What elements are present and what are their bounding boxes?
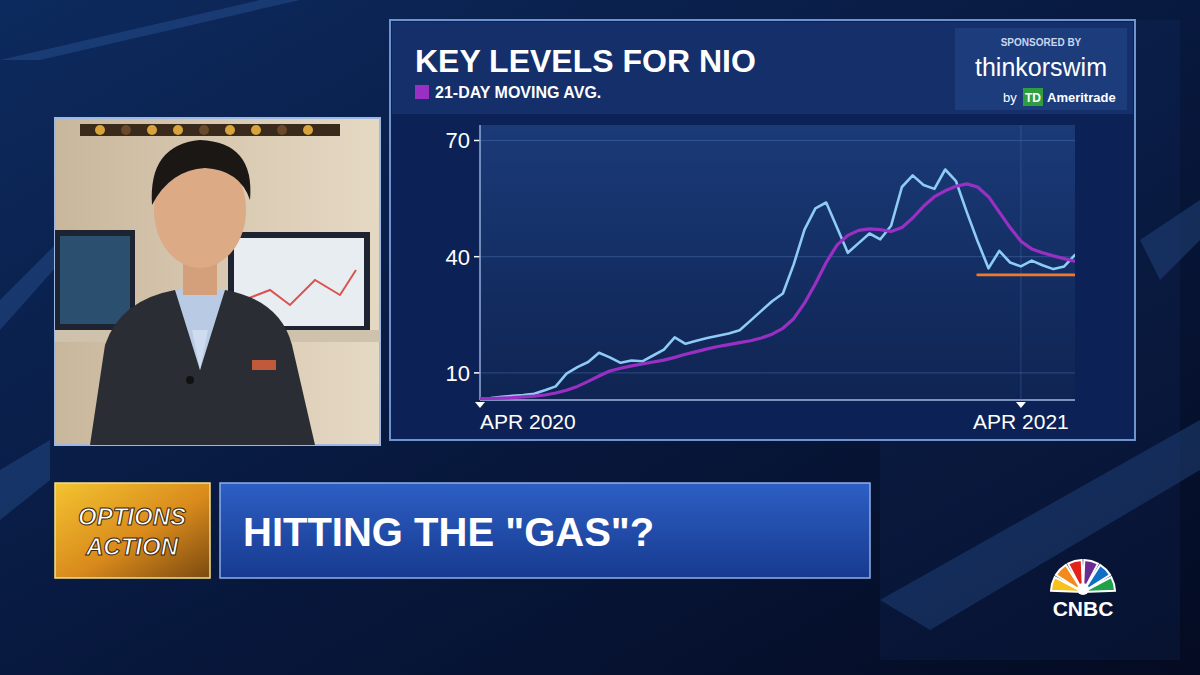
td-logo bbox=[1023, 88, 1043, 106]
background-stripe bbox=[0, 440, 50, 520]
show-logo-box bbox=[55, 483, 210, 578]
hair bbox=[152, 140, 251, 205]
abacus-bead bbox=[277, 125, 287, 135]
y-axis-line bbox=[479, 125, 481, 400]
show-logo-text: OPTIONS bbox=[78, 503, 186, 530]
abacus-bead bbox=[173, 125, 183, 135]
y-tick bbox=[474, 256, 480, 258]
legend: 21-DAY MOVING AVG. bbox=[415, 84, 601, 101]
network-logo: CNBC bbox=[1051, 560, 1115, 620]
screen-graphic bbox=[244, 270, 356, 305]
abacus-bead bbox=[251, 125, 261, 135]
video-frame bbox=[55, 118, 380, 445]
series-line bbox=[480, 170, 1075, 399]
y-tick bbox=[474, 372, 480, 374]
monitor-left bbox=[55, 230, 135, 330]
monitor-screen bbox=[60, 236, 130, 324]
sponsor-company: Ameritrade bbox=[1047, 90, 1116, 105]
title-bar bbox=[392, 22, 1133, 114]
scene: KEY LEVELS FOR NIO 21-DAY MOVING AVG. SPON… bbox=[0, 0, 1200, 675]
grid-line bbox=[1020, 125, 1021, 400]
pocket-square bbox=[252, 360, 276, 370]
y-tick bbox=[474, 140, 480, 142]
legend-swatch bbox=[415, 85, 429, 99]
grid-line bbox=[480, 140, 1075, 141]
presenter-video bbox=[55, 118, 380, 445]
abacus-bead bbox=[121, 125, 131, 135]
x-tick-label: APR 2021 bbox=[973, 410, 1069, 433]
background bbox=[0, 0, 1200, 675]
plot-area bbox=[480, 125, 1075, 400]
background-stripe bbox=[0, 0, 300, 60]
x-axis: APR 2020 APR 2021 bbox=[475, 125, 1069, 433]
show-logo-text: ACTION bbox=[85, 533, 179, 560]
sponsor-heading: SPONSORED BY bbox=[1001, 37, 1082, 48]
headline-bar bbox=[220, 483, 870, 578]
moving-average-line bbox=[480, 184, 1075, 399]
grid-line bbox=[480, 256, 1075, 257]
x-tick bbox=[475, 402, 485, 408]
shelf bbox=[80, 124, 340, 136]
abacus-bead bbox=[199, 125, 209, 135]
series-group bbox=[480, 170, 1075, 399]
y-tick-label: 40 bbox=[446, 245, 470, 270]
sponsor-by: by bbox=[1003, 90, 1017, 105]
sponsor-box bbox=[955, 28, 1127, 110]
x-tick-label: APR 2020 bbox=[480, 410, 576, 433]
abacus-bead bbox=[225, 125, 235, 135]
microphone bbox=[186, 376, 194, 384]
sponsor-brand: thinkorswim bbox=[975, 53, 1107, 81]
x-axis-line bbox=[480, 399, 1075, 401]
suit bbox=[90, 290, 315, 445]
peacock-body bbox=[1077, 583, 1089, 595]
chart-title: KEY LEVELS FOR NIO bbox=[415, 43, 756, 79]
abacus-bead bbox=[147, 125, 157, 135]
chart-panel bbox=[390, 20, 1135, 440]
grid-line bbox=[480, 125, 481, 400]
sponsor: SPONSORED BY thinkorswim by TD Ameritrade bbox=[955, 28, 1127, 110]
abacus-bead bbox=[303, 125, 313, 135]
headline-text: HITTING THE "GAS"? bbox=[243, 510, 654, 554]
y-tick-label: 10 bbox=[446, 361, 470, 386]
abacus-bead bbox=[95, 125, 105, 135]
shirt-fold bbox=[192, 330, 208, 370]
legend-label: 21-DAY MOVING AVG. bbox=[435, 84, 601, 101]
x-tick bbox=[1016, 402, 1026, 408]
shirt bbox=[175, 290, 225, 370]
td-logo-text: TD bbox=[1025, 91, 1041, 105]
network-name: CNBC bbox=[1053, 597, 1114, 620]
y-axis: 10 40 70 bbox=[446, 125, 1075, 400]
banner: OPTIONS ACTION HITTING THE "GAS"? bbox=[55, 483, 870, 578]
y-tick-label: 70 bbox=[446, 128, 470, 153]
series-line bbox=[978, 274, 1075, 277]
